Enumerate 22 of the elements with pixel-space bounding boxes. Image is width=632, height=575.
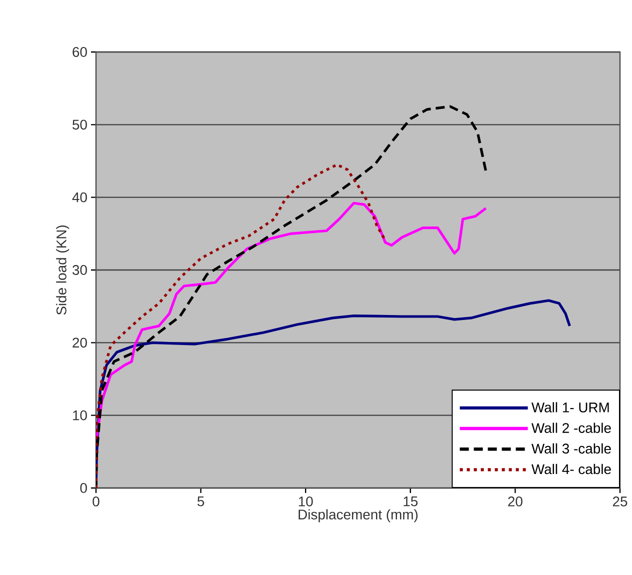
y-tick-label: 50 bbox=[72, 120, 87, 130]
x-tick-label: 25 bbox=[612, 496, 628, 506]
legend-label: Wall 3 -cable bbox=[531, 443, 611, 454]
x-tick-label: 5 bbox=[197, 496, 204, 506]
x-tick-label: 0 bbox=[92, 496, 100, 506]
x-tick-label: 10 bbox=[298, 496, 313, 506]
legend-label: Wall 4- cable bbox=[531, 464, 611, 474]
legend-label: Wall 2 -cable bbox=[531, 422, 611, 433]
line-series bbox=[96, 202, 488, 441]
legend-label: Wall 1- URM bbox=[531, 402, 609, 412]
line-series bbox=[96, 163, 387, 488]
line-series bbox=[96, 105, 488, 488]
y-tick-label: 30 bbox=[72, 265, 87, 275]
y-tick-label: 10 bbox=[73, 410, 87, 420]
x-tick-label: 20 bbox=[508, 496, 522, 506]
y-tick-label: 40 bbox=[72, 192, 87, 202]
y-tick-label: 60 bbox=[72, 47, 87, 57]
y-axis-title: Side load (KN) bbox=[56, 226, 70, 315]
y-tick-label: 0 bbox=[80, 483, 87, 493]
x-tick-label: 15 bbox=[404, 496, 418, 506]
x-axis-title: Displacement (mm) bbox=[298, 509, 418, 522]
y-tick-label: 20 bbox=[72, 338, 87, 348]
